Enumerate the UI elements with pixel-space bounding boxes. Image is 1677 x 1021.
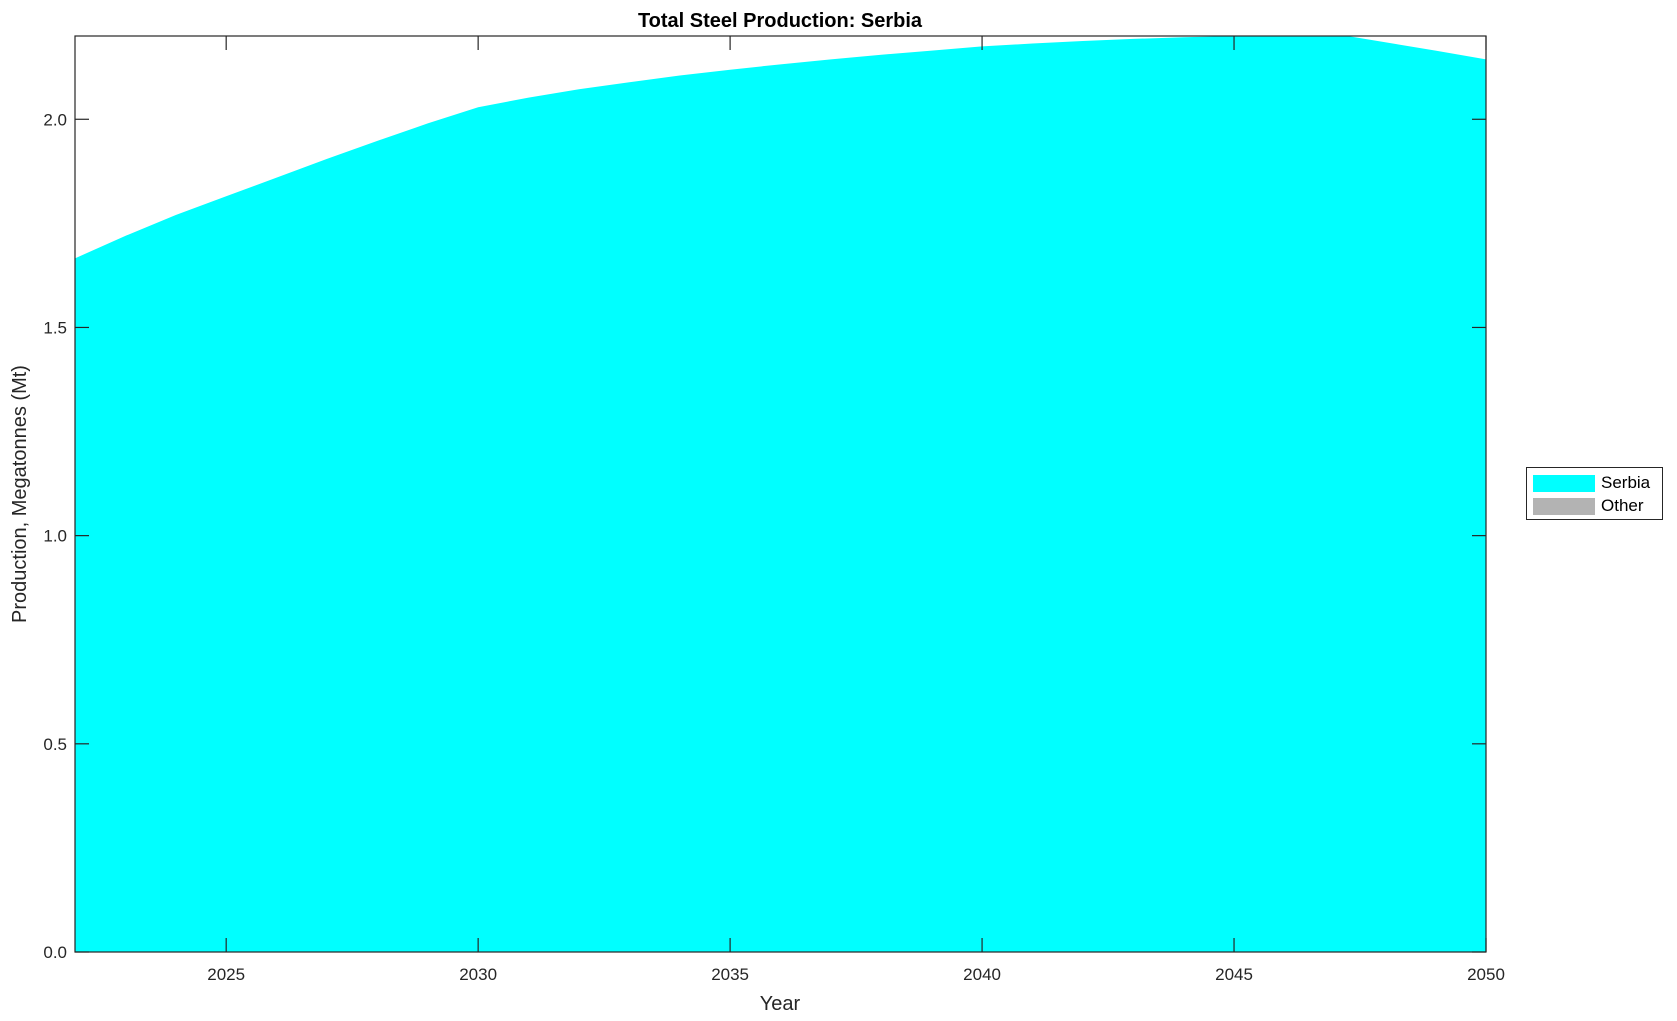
x-tick-label: 2040 [963, 965, 1001, 984]
x-tick-label: 2035 [711, 965, 749, 984]
x-axis-label: Year [760, 993, 801, 1015]
legend-label: Serbia [1601, 473, 1651, 492]
x-tick-label: 2045 [1215, 965, 1253, 984]
legend-label: Other [1601, 496, 1644, 515]
legend-swatch-serbia [1533, 474, 1595, 492]
y-axis-label: Production, Megatonnes (Mt) [9, 365, 31, 623]
y-tick-label: 0.0 [43, 943, 67, 962]
area-serbia [75, 36, 1486, 952]
y-tick-label: 0.5 [43, 735, 67, 754]
legend-swatch-other [1533, 497, 1595, 515]
x-tick-label: 2025 [207, 965, 245, 984]
legend-item-serbia: Serbia [1533, 473, 1651, 492]
x-tick-label: 2030 [459, 965, 497, 984]
y-tick-label: 1.5 [43, 318, 67, 337]
legend: Serbia Other [1526, 467, 1663, 520]
plot-frame [74, 35, 1487, 953]
chart-title: Total Steel Production: Serbia [638, 10, 923, 32]
x-tick-label: 2050 [1467, 965, 1505, 984]
y-tick-label: 1.0 [43, 527, 67, 546]
legend-item-other: Other [1533, 496, 1644, 515]
y-tick-label: 2.0 [43, 110, 67, 129]
